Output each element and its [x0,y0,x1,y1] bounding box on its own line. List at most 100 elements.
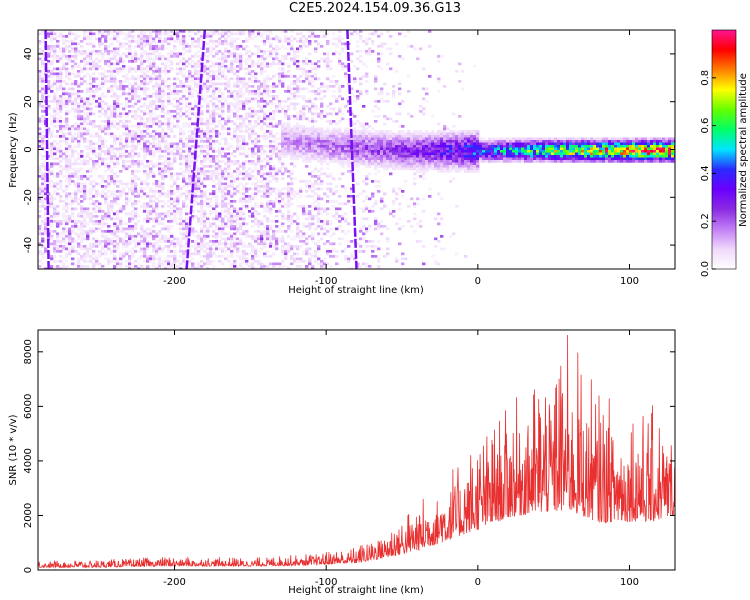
heatmap-cell [161,47,165,51]
heatmap-cell [71,215,75,218]
heatmap-cell [200,202,204,206]
heatmap-cell [65,127,69,131]
heatmap-cell [233,192,237,196]
heatmap-cell [299,135,303,138]
heatmap-cell [251,235,255,238]
heatmap-cell [86,230,90,233]
heatmap-cell [293,107,297,111]
heatmap-cell [104,245,108,248]
heatmap-cell [170,37,174,41]
heatmap-cell [200,145,204,148]
heatmap-cell [227,160,231,163]
heatmap-cell [245,252,249,256]
heatmap-cell [128,47,132,51]
heatmap-cell [53,240,57,243]
heatmap-cell [179,255,183,258]
heatmap-cell [113,105,117,108]
heatmap-cell [242,185,246,188]
heatmap-cell [323,90,327,93]
heatmap-cell [194,55,198,58]
heatmap-cell [188,140,192,143]
heatmap-cell [251,97,255,101]
heatmap-cell [302,147,306,151]
heatmap-cell [167,230,171,233]
heatmap-cell [143,147,147,151]
heatmap-cell [266,205,270,208]
heatmap-cell [68,230,72,233]
heatmap-cell [296,127,300,131]
heatmap-cell [245,67,249,71]
heatmap-cell [149,175,153,178]
heatmap-cell [308,140,312,143]
heatmap-cell [155,257,159,261]
heatmap-cell [89,217,93,221]
heatmap-cell [179,52,183,56]
heatmap-cell [59,255,63,258]
heatmap-cell [239,240,243,243]
heatmap-cell [218,37,222,41]
heatmap-cell [263,195,267,198]
heatmap-cell [215,30,219,33]
heatmap-cell [50,130,54,133]
heatmap-cell [173,210,177,213]
heatmap-cell [41,252,45,256]
heatmap-cell [77,62,81,66]
heatmap-cell [239,165,243,168]
heatmap-cell [104,75,108,78]
heatmap-cell [152,175,156,178]
heatmap-cell [236,45,240,48]
heatmap-cell [134,237,138,241]
heatmap-cell [302,210,306,213]
heatmap-cell [119,102,123,106]
heatmap-cell [275,37,279,41]
heatmap-cell [98,60,102,63]
heatmap-cell [218,57,222,61]
heatmap-cell [227,162,231,166]
heatmap-cell [95,77,99,81]
heatmap-cell [176,177,180,181]
heatmap-cell [146,182,150,186]
heatmap-cell [311,235,315,238]
heatmap-cell [290,135,294,138]
heatmap-cell [323,130,327,133]
heatmap-cell [128,190,132,193]
heatmap-cell [68,195,72,198]
heatmap-cell [209,50,213,53]
heatmap-cell [152,72,156,76]
heatmap-cell [305,237,309,241]
heatmap-cell [143,110,147,113]
heatmap-cell [281,107,285,111]
heatmap-cell [143,207,147,211]
heatmap-cell [305,140,309,143]
heatmap-cell [92,165,96,168]
heatmap-cell [107,185,111,188]
heatmap-cell [71,230,75,233]
heatmap-cell [254,145,258,148]
heatmap-cell [170,67,174,71]
heatmap-cell [266,87,270,91]
heatmap-cell [254,250,258,253]
heatmap-cell [188,117,192,121]
heatmap-cell [266,35,270,38]
heatmap-cell [221,205,225,208]
heatmap-cell [299,235,303,238]
heatmap-cell [77,102,81,106]
heatmap-cell [320,57,324,61]
heatmap-cell [272,147,276,151]
heatmap-cell [140,30,144,33]
heatmap-cell [260,65,264,68]
heatmap-cell [296,32,300,36]
heatmap-cell [152,107,156,111]
heatmap-cell [71,40,75,43]
heatmap-cell [110,120,114,123]
spectrogram-cells [38,30,675,269]
heatmap-cell [320,112,324,116]
heatmap-cell [179,250,183,253]
heatmap-cell [191,112,195,116]
heatmap-cell [305,37,309,41]
heatmap-cell [320,30,324,33]
heatmap-cell [182,260,186,263]
heatmap-cell [308,97,312,101]
heatmap-cell [152,45,156,48]
heatmap-cell [152,225,156,228]
